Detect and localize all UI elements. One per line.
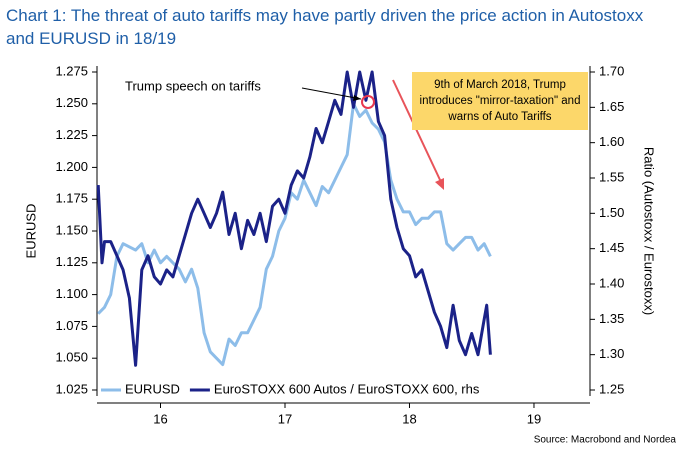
y-tick-label: 1.025 [55,381,88,396]
y-tick-label: 1.075 [55,318,88,333]
y2-axis-label: Ratio (Autostoxx / Eurostoxx) [642,147,657,315]
y-tick-label: 1.150 [55,222,88,237]
y2-tick-label: 1.25 [599,381,624,396]
y2-tick-label: 1.50 [599,205,624,220]
y-tick-label: 1.100 [55,286,88,301]
series-line [96,70,492,367]
x-tick-label: 17 [278,411,292,426]
x-tick-label: 19 [527,411,541,426]
legend-bg [99,379,492,399]
annotation-box: 9th of March 2018, Trump introduces "mir… [412,72,588,130]
legend-label: EURUSD [125,381,180,396]
trend-arrow [392,79,442,183]
annotation: Trump speech on tariffs [125,78,261,93]
arrow-head [353,95,361,101]
y-tick-label: 1.275 [55,63,88,78]
y2-tick-label: 1.70 [599,63,624,78]
y2-tick-label: 1.55 [599,169,624,184]
series-line [97,102,492,367]
y-tick-label: 1.050 [55,350,88,365]
legend-label: EuroSTOXX 600 Autos / EuroSTOXX 600, rhs [214,381,480,396]
y2-tick-label: 1.60 [599,134,624,149]
y-tick-label: 1.125 [55,254,88,269]
x-tick-label: 18 [402,411,416,426]
chart-title: Chart 1: The threat of auto tariffs may … [6,6,644,48]
y-axis-label: EURUSD [23,204,38,259]
source: Source: Macrobond and Nordea [534,435,677,446]
y2-tick-label: 1.30 [599,346,624,361]
annotation-arrow [301,87,362,100]
y-tick-label: 1.250 [55,95,88,110]
annotation: 9th of March 2018, Trump introduces "mir… [419,79,581,123]
y2-tick-label: 1.65 [599,99,624,114]
y2-tick-label: 1.35 [599,311,624,326]
y-tick-label: 1.225 [55,127,88,142]
highlight-circle [361,95,375,109]
y-tick-label: 1.200 [55,159,88,174]
y-tick-label: 1.175 [55,191,88,206]
x-tick-label: 16 [153,411,167,426]
y2-tick-label: 1.45 [599,240,624,255]
trend-arrow-head [435,178,444,190]
y2-tick-label: 1.40 [599,275,624,290]
